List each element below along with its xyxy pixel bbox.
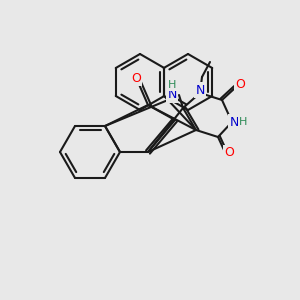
Text: O: O (224, 146, 234, 160)
Text: O: O (131, 71, 141, 85)
Text: O: O (235, 79, 245, 92)
Text: H: H (168, 80, 176, 90)
Text: H: H (239, 117, 247, 127)
Text: N: N (195, 83, 205, 97)
Text: N: N (167, 88, 177, 101)
Text: N: N (229, 116, 239, 128)
